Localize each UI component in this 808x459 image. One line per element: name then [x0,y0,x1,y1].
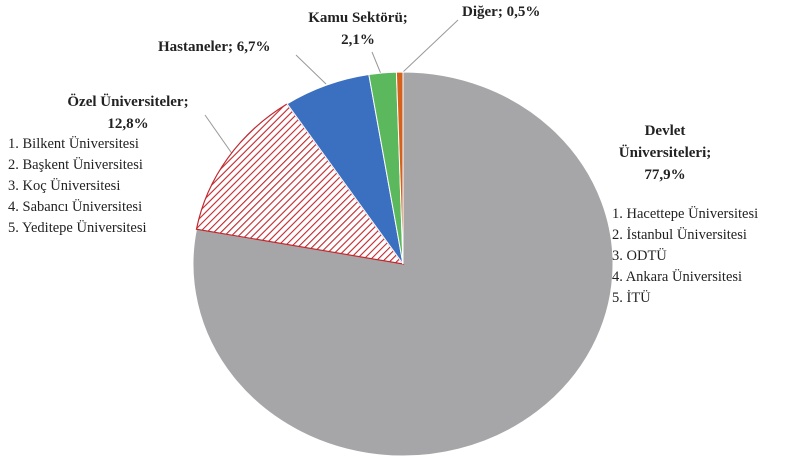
label-name: Özel Üniversiteler; [28,91,228,113]
category-name: Diğer [462,4,498,20]
separator: ; [227,39,233,55]
pie-slice [395,71,404,265]
slice-label: Kamu Sektörü; 2,1% [300,7,416,51]
label-name: Devlet Üniversiteleri; [600,120,730,164]
separator: ; [183,94,189,110]
label-name: Diğer; [462,4,503,20]
leader-lines [204,19,459,156]
category-name: Devlet Üniversiteleri [618,123,707,161]
category-name: Hastaneler [158,39,228,55]
pie-slice [192,71,614,457]
label-name: Kamu Sektörü; [300,7,416,29]
member-list: 1. Hacettepe Üniversitesi 2. İstanbul Üni… [612,204,758,309]
value-label: 12,8% [107,116,149,132]
value-label: 6,7% [236,39,271,55]
slice-label: Devlet Üniversiteleri; 77,9% [600,120,730,186]
member-list: 1. Bilkent Üniversitesi 2. Başkent Üniver… [8,134,147,239]
separator: ; [402,10,408,26]
member-item: 3. Koç Üniversitesi [8,178,121,194]
member-item: 2. Başkent Üniversitesi [8,157,143,173]
slice-label: Özel Üniversiteler; 12,8% [28,91,228,135]
slice-label: Hastaneler; 6,7% [158,36,270,58]
value-label: 0,5% [506,4,541,20]
category-name: Özel Üniversiteler [67,94,184,110]
member-item: 5. Yeditepe Üniversitesi [8,220,147,236]
member-item: 5. İTÜ [612,290,651,306]
value-label: 2,1% [341,32,375,48]
separator: ; [497,4,503,20]
category-name: Kamu Sektörü [308,10,403,26]
member-item: 3. ODTÜ [612,248,667,264]
member-item: 4. Ankara Üniversitesi [612,269,743,285]
member-item: 1. Bilkent Üniversitesi [8,136,139,152]
member-item: 2. İstanbul Üniversitesi [612,227,747,243]
value-label: 77,9% [644,167,686,183]
separator: ; [706,145,712,161]
member-item: 4. Sabancı Üniversitesi [8,199,143,215]
label-name: Hastaneler; [158,39,233,55]
slice-label: Diğer; 0,5% [462,1,540,23]
member-item: 1. Hacettepe Üniversitesi [612,206,759,222]
pie-slice [195,103,405,265]
